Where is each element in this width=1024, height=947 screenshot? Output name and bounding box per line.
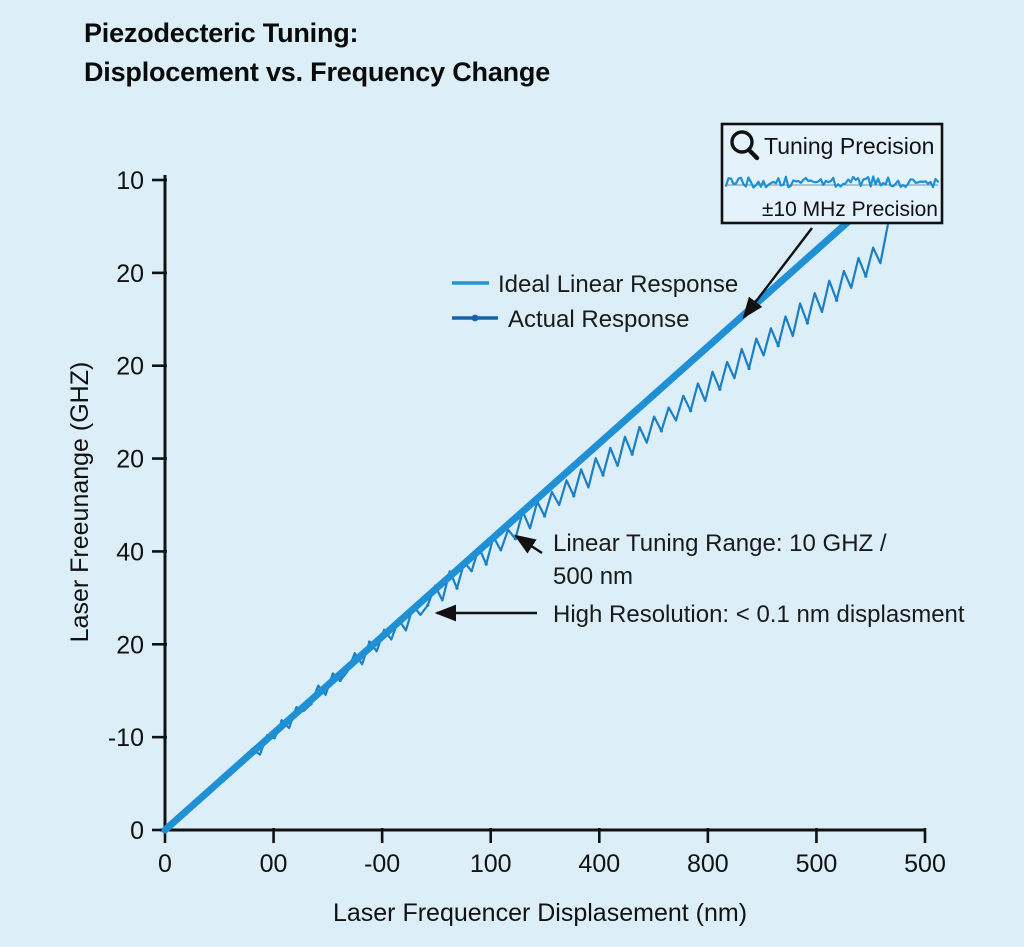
legend-label-actual: Actual Response	[508, 306, 689, 333]
chart-legend: Ideal Linear Response Actual Response	[452, 271, 738, 333]
y-tick-label: 20	[116, 446, 144, 474]
x-axis-tick-labels: 0 00 -00 100 400 800 500 500	[158, 850, 946, 878]
annotation-high-resolution: High Resolution: < 0.1 nm displasment	[553, 601, 965, 628]
x-tick-label: 100	[470, 850, 512, 878]
y-tick-label: 10	[116, 167, 144, 195]
data-point	[484, 562, 488, 566]
annotation-arrow-linear-range	[513, 534, 543, 555]
data-point	[659, 429, 664, 433]
magnifier-icon	[730, 130, 760, 161]
y-axis-ticks	[152, 178, 167, 832]
inset-title: Tuning Precision	[764, 133, 934, 159]
series-ideal-linear-response	[161, 176, 899, 834]
annotation-linear-range-line1: Linear Tuning Range: 10 GHZ /	[553, 530, 887, 557]
data-point	[689, 409, 693, 413]
y-tick-label: 40	[116, 538, 144, 566]
annotation-linear-range-line2: 500 nm	[553, 563, 633, 590]
inset-tuning-precision[interactable]: Tuning Precision ±10 MHz Precision	[720, 122, 944, 225]
x-tick-label: 500	[796, 850, 838, 878]
inset-caption: ±10 MHz Precision	[762, 198, 938, 221]
x-tick-label: -00	[364, 850, 400, 878]
data-point	[805, 321, 810, 325]
data-point	[630, 452, 634, 456]
data-point	[864, 274, 868, 278]
y-tick-label: -10	[108, 724, 144, 752]
data-point	[747, 366, 751, 371]
legend-label-ideal: Ideal Linear Response	[498, 271, 738, 298]
y-tick-label: 20	[116, 631, 144, 659]
data-point	[338, 678, 342, 683]
page-title: Piezodecteric Tuning: Displocement vs. F…	[84, 18, 551, 87]
y-axis-title: Laser Freeunange (GHZ)	[66, 362, 94, 643]
y-tick-label: 20	[116, 260, 144, 288]
data-point	[426, 603, 430, 607]
data-point	[776, 344, 780, 348]
inset-noise-trace	[724, 175, 940, 189]
x-axis-title: Laser Frequencer Displasement (nm)	[333, 899, 747, 927]
annotation-arrow-inset	[742, 227, 813, 319]
x-tick-label: 800	[687, 850, 729, 878]
data-point	[835, 298, 839, 302]
legend-marker-actual	[471, 314, 479, 322]
inset-border	[720, 122, 944, 225]
data-point	[601, 473, 605, 477]
data-point	[718, 387, 722, 391]
y-tick-label: 0	[130, 817, 144, 845]
y-tick-label: 20	[116, 353, 144, 381]
data-point	[543, 514, 547, 518]
x-tick-label: 00	[260, 850, 288, 878]
data-point	[572, 494, 576, 498]
data-point	[455, 586, 459, 590]
x-axis-ticks	[163, 828, 927, 843]
x-tick-label: 0	[158, 850, 172, 878]
y-axis-tick-labels: 10 20 20 20 40 20 -10 0	[108, 167, 144, 845]
x-tick-label: 400	[578, 850, 620, 878]
x-tick-label: 500	[904, 850, 946, 878]
